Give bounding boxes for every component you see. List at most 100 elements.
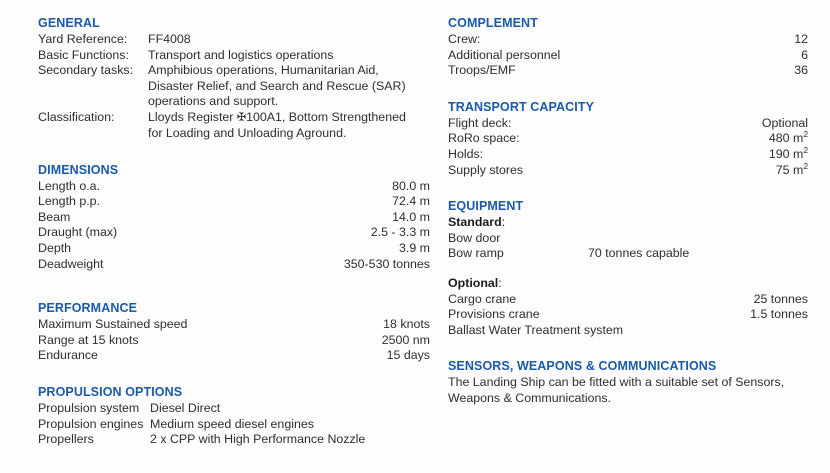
row-supply-stores: Supply stores 75 m2	[448, 161, 808, 179]
label-basic-functions: Basic Functions:	[38, 47, 129, 62]
label-length-pp: Length p.p.	[38, 194, 101, 209]
value-basic-functions: Transport and logistics operations	[148, 47, 334, 62]
row-bow-ramp: Bow ramp 70 tonnes capable	[448, 246, 808, 262]
label-propellers: Propellers	[38, 432, 94, 447]
row-beam: Beam 14.0 m	[38, 210, 430, 226]
label-supply-stores: Supply stores	[448, 162, 524, 177]
section-heading-performance: PERFORMANCE	[38, 301, 138, 316]
row-draught: Draught (max) 2.5 - 3.3 m	[38, 225, 430, 241]
section-heading-equipment: EQUIPMENT	[448, 199, 524, 214]
row-deadweight: Deadweight 350-530 tonnes	[38, 257, 430, 273]
label-classification: Classification:	[38, 109, 115, 124]
row-propulsion-system: Propulsion system Diesel Direct	[38, 401, 430, 417]
value-deadweight: 350-530 tonnes	[343, 256, 430, 271]
left-column: GENERAL Yard Reference: FF4008 Basic Fun…	[38, 0, 430, 448]
subheading-optional: Optional:	[448, 275, 502, 290]
value-additional-personnel: 6	[801, 47, 808, 62]
value-flight-deck-text: Optional	[761, 115, 808, 130]
value-holds-text: 190 m	[768, 146, 804, 161]
sensors-body-line-1: The Landing Ship can be fitted with a su…	[448, 375, 785, 390]
value-classification: Lloyds Register ✠100A1, Bottom Strengthe…	[148, 110, 430, 126]
value-draught: 2.5 - 3.3 m	[370, 225, 430, 240]
value-roro-space-text: 480 m	[768, 131, 804, 146]
value-max-speed: 18 knots	[383, 317, 430, 332]
label-propulsion-system: Propulsion system	[38, 401, 140, 415]
label-endurance: Endurance	[38, 348, 98, 363]
label-provisions-crane: Provisions crane	[448, 307, 540, 322]
row-roro-space: RoRo space: 480 m2	[448, 130, 808, 147]
label-draught: Draught (max)	[38, 225, 118, 240]
value-endurance: 15 days	[386, 348, 430, 363]
value-propulsion-engines: Medium speed diesel engines	[150, 416, 314, 431]
label-secondary-tasks: Secondary tasks:	[38, 63, 134, 78]
value-supply-stores-text: 75 m	[775, 162, 804, 177]
row-secondary-tasks: Secondary tasks: Amphibious operations, …	[38, 63, 430, 79]
equipment-optional-list: Cargo crane 25 tonnes Provisions crane 1…	[448, 292, 808, 339]
section-complement: COMPLEMENT Crew: 12 Additional personnel…	[448, 14, 808, 79]
subheading-standard-text: Standard	[448, 215, 502, 230]
row-cargo-crane: Cargo crane 25 tonnes	[448, 292, 808, 308]
section-performance: PERFORMANCE Maximum Sustained speed 18 k…	[38, 299, 430, 364]
label-bow-door: Bow door	[448, 230, 501, 245]
row-troops-emf: Troops/EMF 36	[448, 63, 808, 79]
value-holds: 190 m2	[598, 144, 808, 163]
label-deadweight: Deadweight	[38, 256, 104, 271]
label-ballast-water: Ballast Water Treatment system	[448, 322, 624, 337]
classification-prefix: Lloyds Register	[148, 109, 237, 124]
label-troops-emf: Troops/EMF	[448, 63, 516, 78]
value-secondary-tasks: Amphibious operations, Humanitarian Aid,	[148, 63, 379, 78]
value-propellers: 2 x CPP with High Performance Nozzle	[150, 432, 366, 447]
section-transport-capacity: TRANSPORT CAPACITY Flight deck: Optional…	[448, 98, 808, 178]
label-range: Range at 15 knots	[38, 332, 139, 347]
label-flight-deck: Flight deck:	[448, 115, 512, 130]
secondary-tasks-line-2: Disaster Relief, and Search and Rescue (…	[148, 78, 406, 93]
row-depth: Depth 3.9 m	[38, 241, 430, 257]
section-heading-transport-capacity: TRANSPORT CAPACITY	[448, 99, 595, 114]
right-column: COMPLEMENT Crew: 12 Additional personnel…	[448, 0, 808, 407]
row-additional-personnel: Additional personnel 6	[448, 48, 808, 64]
equipment-standard-list: Bow door Bow ramp 70 tonnes capable	[448, 231, 808, 262]
value-cargo-crane: 25 tonnes	[753, 291, 808, 306]
row-bow-door: Bow door	[448, 231, 808, 247]
secondary-tasks-line-3: operations and support.	[148, 94, 279, 109]
row-length-pp: Length p.p. 72.4 m	[38, 194, 430, 210]
section-sensors-weapons-communications: SENSORS, WEAPONS & COMMUNICATIONS The La…	[448, 357, 808, 406]
value-roro-space: 480 m2	[598, 130, 808, 147]
section-heading-complement: COMPLEMENT	[448, 16, 538, 30]
label-additional-personnel: Additional personnel	[448, 47, 561, 62]
subheading-standard: Standard:	[448, 215, 506, 230]
section-heading-dimensions: DIMENSIONS	[38, 162, 119, 177]
label-yard-reference: Yard Reference:	[38, 32, 128, 46]
value-provisions-crane: 1.5 tonnes	[750, 307, 808, 322]
value-depth: 3.9 m	[399, 241, 430, 256]
row-yard-reference: Yard Reference: FF4008	[38, 32, 430, 48]
row-flight-deck: Flight deck: Optional	[448, 116, 808, 132]
classification-line-2: for Loading and Unloading Aground.	[148, 126, 347, 141]
value-supply-stores: 75 m2	[598, 161, 808, 179]
row-basic-functions: Basic Functions: Transport and logistics…	[38, 48, 430, 64]
value-beam: 14.0 m	[392, 209, 430, 224]
section-heading-propulsion: PROPULSION OPTIONS	[38, 385, 183, 399]
label-bow-ramp: Bow ramp	[448, 246, 504, 261]
row-propulsion-engines: Propulsion engines Medium speed diesel e…	[38, 417, 430, 433]
value-range: 2500 nm	[381, 332, 430, 347]
row-holds: Holds: 190 m2	[448, 144, 808, 163]
section-propulsion-options: PROPULSION OPTIONS Propulsion system Die…	[38, 383, 430, 448]
value-flight-deck: Optional	[598, 116, 808, 132]
row-max-speed: Maximum Sustained speed 18 knots	[38, 317, 430, 333]
lloyds-cross-icon: ✠	[236, 111, 247, 124]
label-crew: Crew:	[448, 32, 481, 46]
row-provisions-crane: Provisions crane 1.5 tonnes	[448, 307, 808, 323]
label-cargo-crane: Cargo crane	[448, 291, 517, 306]
row-ballast-water: Ballast Water Treatment system	[448, 323, 808, 339]
section-general: GENERAL Yard Reference: FF4008 Basic Fun…	[38, 14, 430, 142]
value-yard-reference: FF4008	[148, 32, 191, 46]
sensors-body-line-2: Weapons & Communications.	[448, 390, 611, 405]
section-equipment: EQUIPMENT Standard: Bow door Bow ramp 70…	[448, 197, 808, 338]
value-troops-emf: 36	[794, 63, 808, 78]
value-length-oa: 80.0 m	[392, 178, 430, 193]
value-holds-sup: 2	[803, 144, 808, 155]
classification-suffix: 100A1, Bottom Strengthened	[246, 109, 406, 124]
value-propulsion-system: Diesel Direct	[150, 401, 221, 415]
